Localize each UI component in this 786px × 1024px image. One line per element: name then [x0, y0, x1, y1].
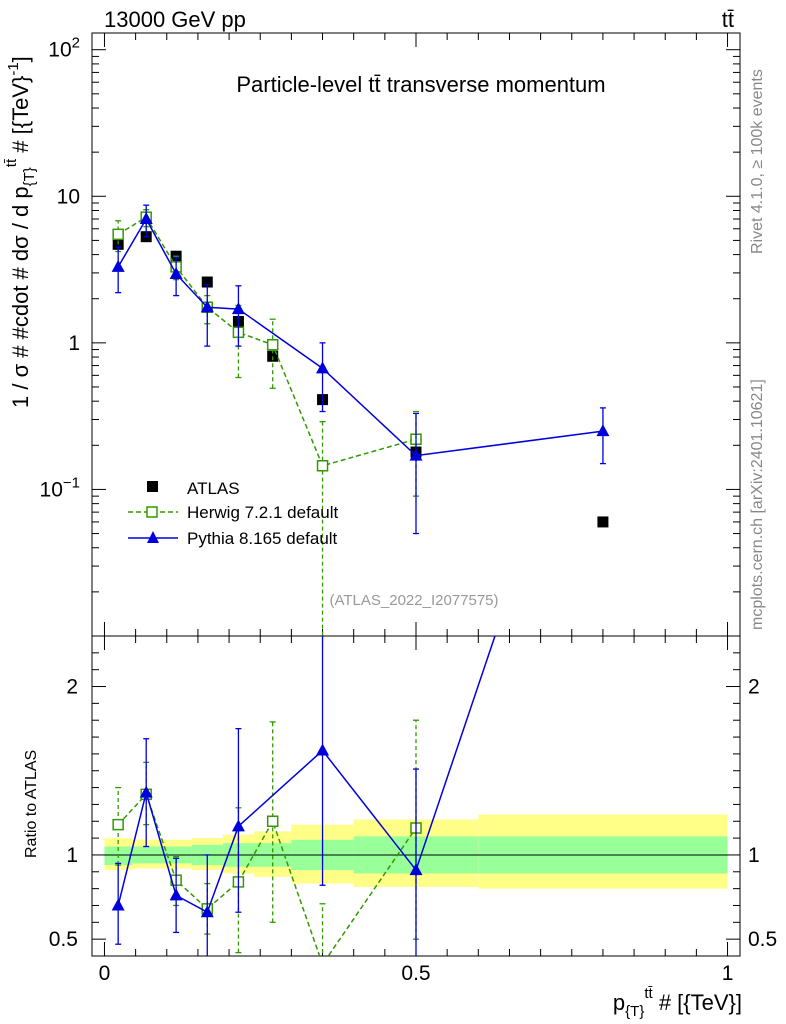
ratio-axis-title: Ratio to ATLAS	[23, 750, 40, 858]
svg-text:p{T}tt̄ # [{TeV}]: p{T}tt̄ # [{TeV}]	[613, 985, 742, 1020]
y-tick-label: 10	[57, 185, 80, 208]
legend-atlas-label: ATLAS	[187, 479, 240, 498]
data-point-pythia	[200, 300, 214, 313]
legend-herwig-label: Herwig 7.2.1 default	[187, 503, 338, 522]
data-point-pythia	[139, 211, 153, 224]
ratio-point-pythia	[111, 898, 125, 911]
header-process-label: tt̄	[722, 7, 734, 32]
ratio-point-pythia	[596, 309, 609, 321]
data-point-pythia	[596, 424, 610, 437]
y-tick-label: 1	[68, 332, 80, 355]
data-point-atlas	[201, 276, 213, 288]
x-tick-label: 0	[99, 962, 111, 985]
legend-pythia-label: Pythia 8.165 default	[187, 529, 338, 548]
data-point-atlas	[597, 516, 609, 528]
ratio-tick-label-right: 2	[748, 676, 760, 699]
axis-ticks: 0 0.5 1 10−1 1 10 102 0.5 0.5 1 1 2 2	[40, 33, 777, 985]
x-axis-title: p{T}tt̄ # [{TeV}]	[613, 985, 742, 1020]
y-tick-label: 102	[48, 35, 80, 62]
x-tick-label: 0.5	[401, 962, 430, 985]
ratio-point-pythia	[169, 888, 183, 901]
ratio-series	[111, 309, 609, 969]
rivet-version-label: Rivet 4.1.0, ≥ 100k events	[749, 69, 766, 254]
data-point-herwig	[266, 339, 279, 351]
y-tick-label: 10−1	[40, 474, 80, 501]
ratio-point-pythia	[231, 819, 245, 832]
data-point-pythia	[231, 302, 245, 315]
main-series	[111, 204, 610, 636]
chart-title: Particle-level tt̄ transverse momentum	[236, 72, 605, 97]
ratio-tick-label: 0.5	[49, 928, 78, 951]
data-point-herwig	[316, 460, 329, 472]
legend-pythia-marker	[147, 531, 159, 543]
ratio-point-pythia	[139, 785, 153, 798]
legend-herwig-marker	[146, 506, 158, 518]
legend-atlas-marker	[147, 481, 158, 492]
data-point-pythia	[169, 266, 183, 279]
ratio-tick-label: 2	[66, 676, 78, 699]
ratio-line-pythia	[117, 636, 496, 914]
series-line-herwig	[117, 216, 417, 467]
ratio-point-pythia	[200, 905, 214, 918]
ratio-point-herwig	[112, 818, 124, 831]
ratio-point-herwig	[266, 815, 279, 828]
ratio-point-pythia	[409, 863, 423, 876]
data-point-pythia	[111, 259, 125, 272]
ratio-tick-label-right: 1	[748, 844, 760, 867]
x-tick-label: 1	[722, 962, 734, 985]
legend: ATLAS Herwig 7.2.1 default Pythia 8.165 …	[128, 479, 338, 548]
svg-text:1 / σ # #cdot # dσ / d p{T}tt̄: 1 / σ # #cdot # dσ / d p{T}tt̄ # [{TeV}-…	[3, 56, 38, 408]
ratio-point-herwig	[318, 959, 328, 969]
ratio-tick-label-right: 0.5	[748, 928, 777, 951]
data-point-pythia	[316, 361, 330, 374]
data-point-pythia	[409, 448, 423, 461]
ratio-point-pythia	[316, 743, 330, 756]
y-axis-title: 1 / σ # #cdot # dσ / d p{T}tt̄ # [{TeV}-…	[3, 56, 38, 408]
data-point-herwig	[112, 228, 124, 241]
series-line-pythia	[117, 217, 604, 457]
mcplots-label: mcplots.cern.ch [arXiv:2401.10621]	[749, 379, 766, 630]
ratio-tick-label: 1	[66, 844, 78, 867]
header-energy-label: 13000 GeV pp	[104, 7, 246, 32]
analysis-watermark: (ATLAS_2022_I2077575)	[329, 592, 498, 609]
